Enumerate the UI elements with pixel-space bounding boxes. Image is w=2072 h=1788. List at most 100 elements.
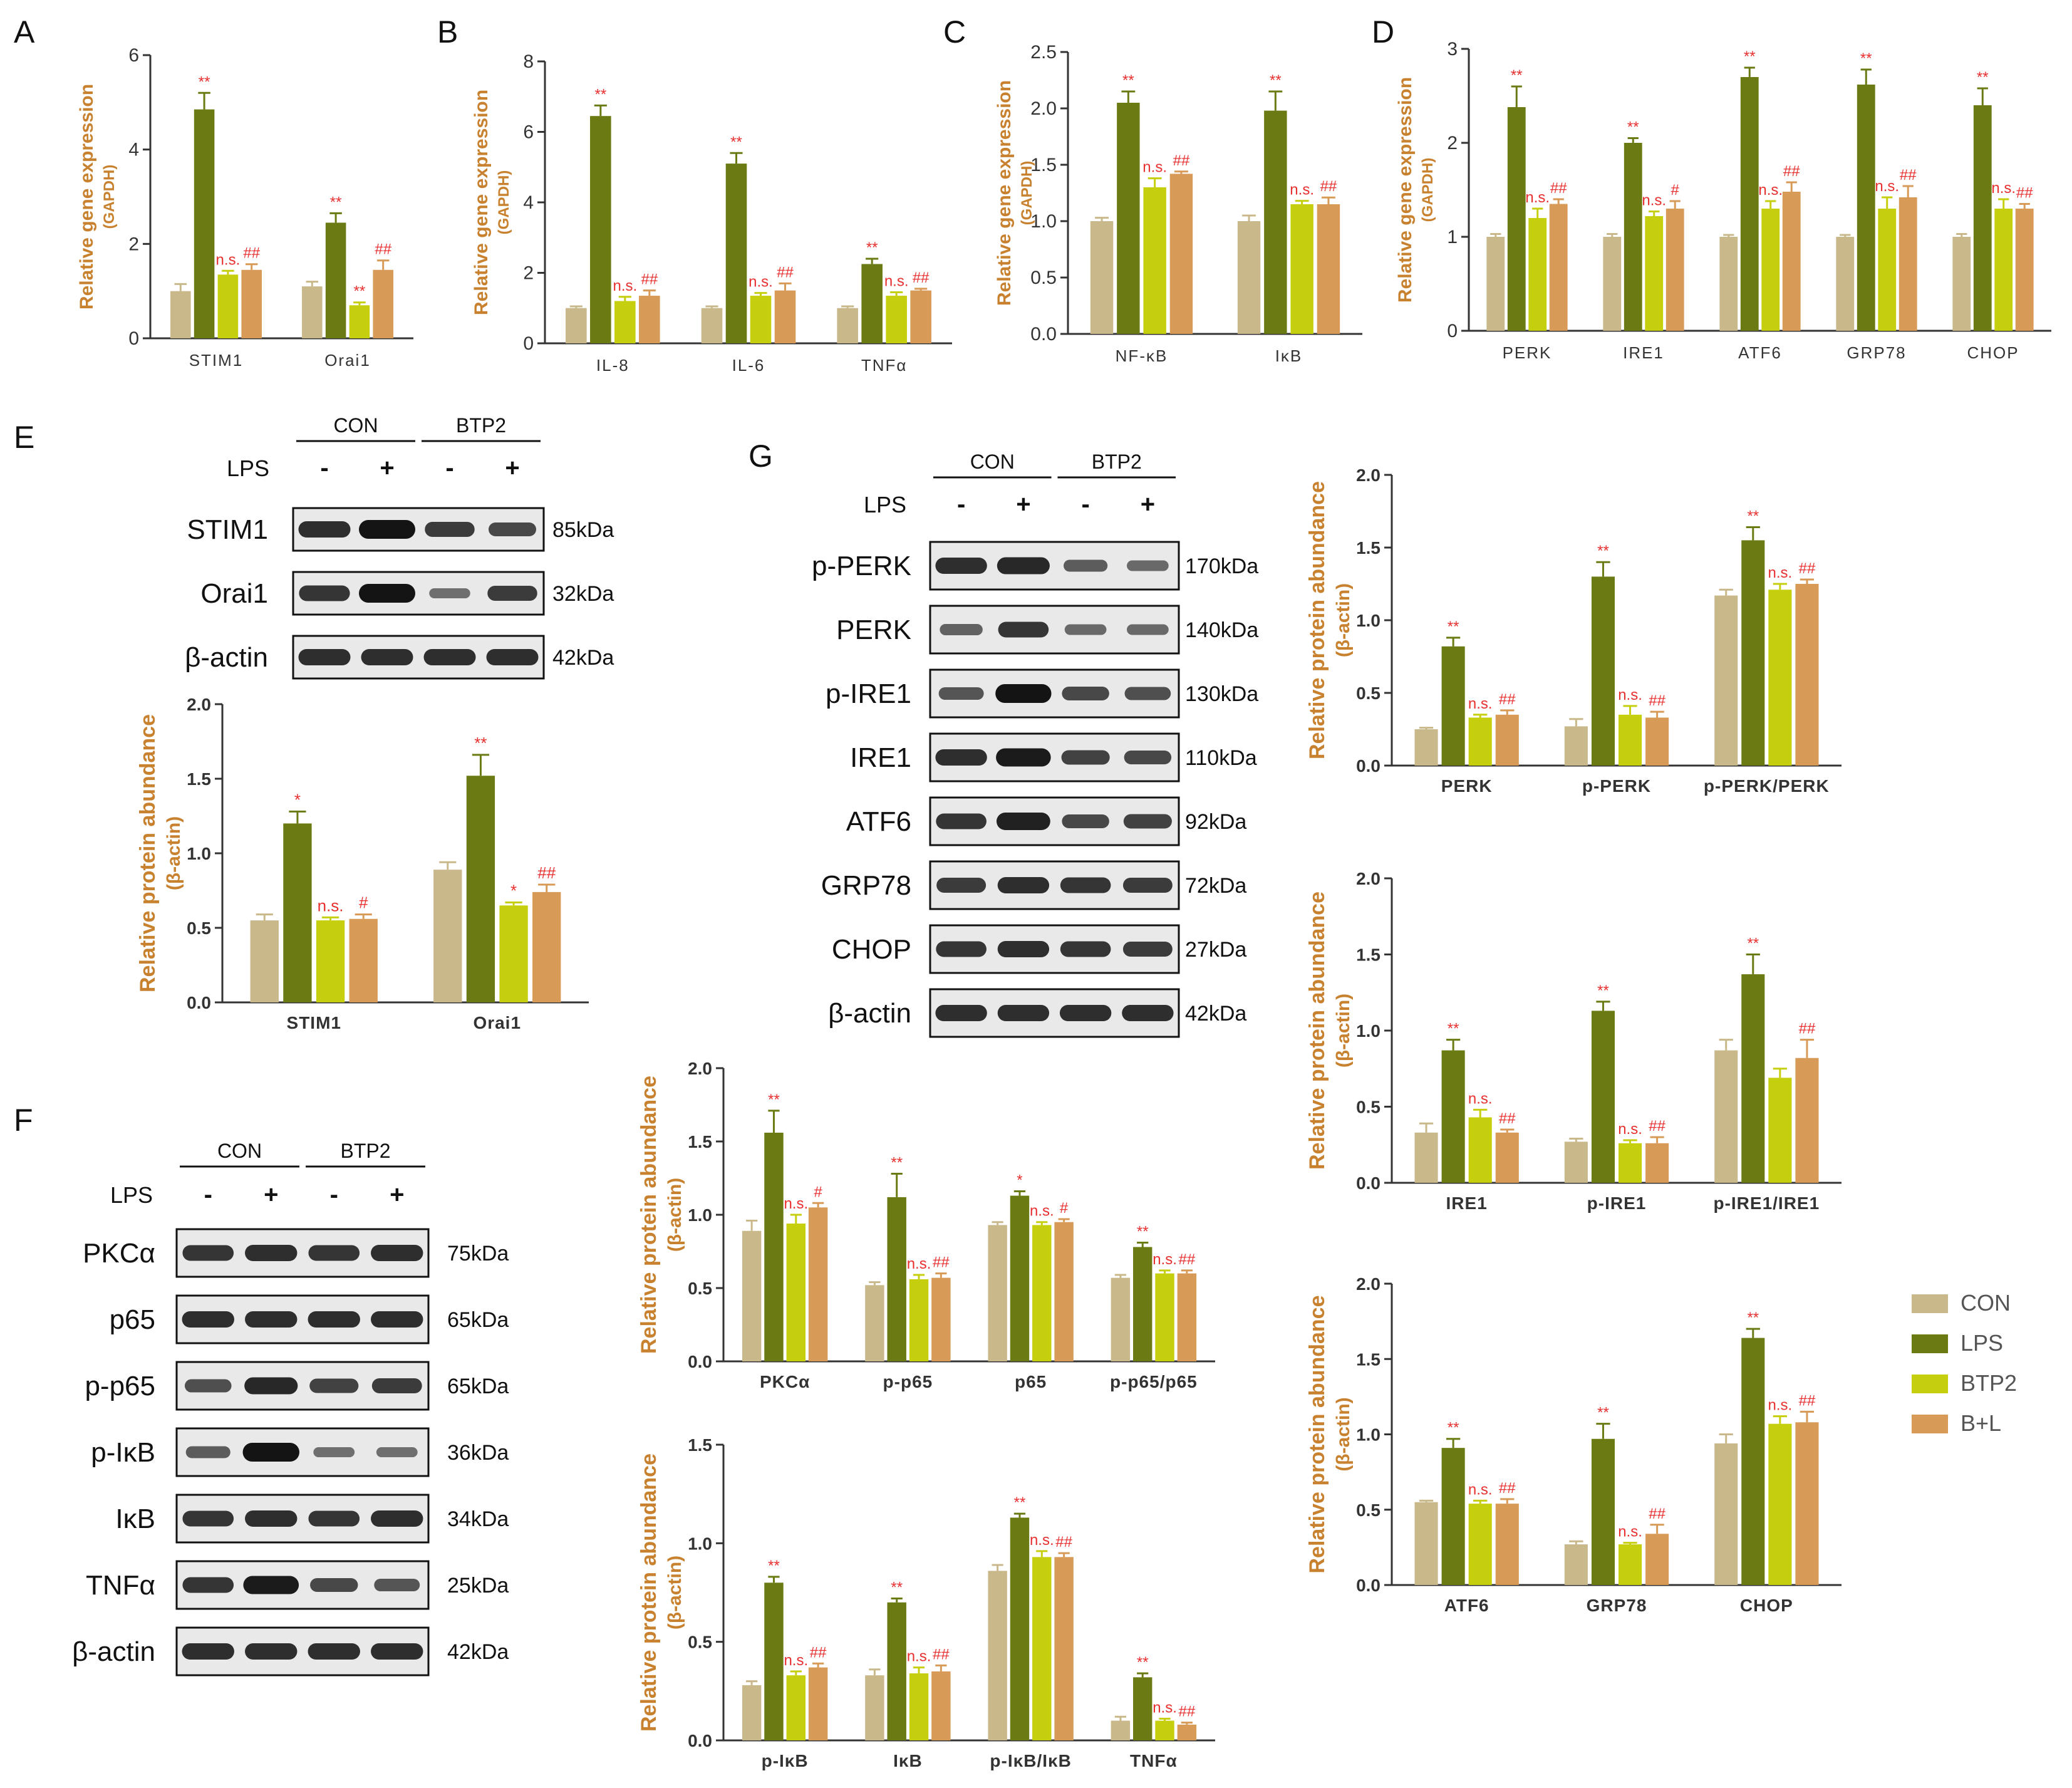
lps-sign: -	[957, 491, 965, 518]
blot-row-ire1: IRE1 110kDa	[850, 732, 1257, 782]
x-tick-label: CHOP	[1740, 1596, 1793, 1615]
significance-label: ##	[810, 1644, 827, 1661]
protein-name: IκB	[115, 1504, 155, 1534]
bar-stim1-bl	[349, 918, 378, 1002]
blot-band	[244, 1377, 298, 1395]
bar-chop-bl	[1795, 1422, 1819, 1585]
y-tick-label: 4	[523, 192, 534, 213]
bar-perk-bl	[1495, 714, 1519, 766]
x-tick-label: IRE1	[1623, 343, 1664, 362]
chart-f2: 0.0 0.5 1.0 1.5 Relative protein abundance (β…	[637, 1435, 1215, 1770]
blot-band	[1059, 1005, 1112, 1021]
y-axis-unit: (GAPDH)	[1419, 158, 1436, 222]
bar-i-b-bl	[931, 1671, 951, 1740]
bar-pkc--bl	[808, 1207, 828, 1361]
lps-sign: -	[330, 1181, 338, 1208]
blot-band	[1062, 814, 1109, 828]
chart-f1: 0.0 0.5 1.0 1.5 2.0 Relative protein abundanc…	[637, 1059, 1215, 1391]
blot-band	[940, 624, 983, 635]
legend-item-con: CON	[1912, 1290, 2011, 1316]
x-tick-label: GRP78	[1587, 1596, 1647, 1615]
bar-p-perk-perk-con	[1714, 595, 1738, 766]
protein-name: PKCα	[83, 1238, 155, 1269]
significance-label: n.s.	[1468, 1481, 1493, 1498]
molecular-weight: 85kDa	[552, 518, 614, 542]
bar-p-i-b-i-b-lps	[1010, 1517, 1030, 1740]
bar-p65-btp2	[1032, 1225, 1052, 1361]
bar-p-i-b-i-b-btp2	[1032, 1557, 1052, 1740]
bar-stim1-bl	[241, 269, 262, 338]
bar-i-b-lps	[887, 1602, 906, 1740]
significance-label: **	[1014, 1494, 1026, 1511]
blot-band	[182, 1311, 234, 1328]
y-tick-label: 0.0	[1030, 324, 1057, 345]
bar-p-p65-lps	[887, 1197, 906, 1361]
significance-label: ##	[1055, 1534, 1072, 1551]
legend-swatch	[1912, 1334, 1948, 1353]
bar-il-8-bl	[639, 296, 660, 343]
bar-tnf--con	[1111, 1720, 1131, 1740]
y-tick-label: 1.5	[688, 1132, 712, 1151]
bar-tnf--bl	[910, 290, 931, 343]
blot-band	[935, 749, 987, 766]
protein-name: p65	[110, 1304, 155, 1335]
blot-band	[371, 1510, 423, 1527]
blot-band	[182, 1577, 234, 1593]
y-tick-label: 2.0	[1356, 465, 1380, 485]
bar-perk-lps	[1441, 646, 1465, 766]
significance-label: ##	[1649, 692, 1665, 709]
significance-label: **	[1448, 1420, 1459, 1437]
bar-chop-lps	[1741, 1338, 1765, 1585]
significance-label: ##	[913, 269, 930, 286]
y-tick-label: 0.0	[1356, 1576, 1380, 1595]
blot-band	[935, 558, 987, 574]
bar-nf-b-lps	[1117, 103, 1140, 334]
x-tick-label: CHOP	[1967, 343, 2019, 362]
significance-label: #	[359, 893, 368, 912]
y-axis-label: Relative protein abundance	[1305, 891, 1329, 1170]
significance-label: n.s.	[1030, 1203, 1054, 1220]
bar-p-i-b-bl	[808, 1667, 828, 1740]
bar-atf6-btp2	[1468, 1504, 1492, 1585]
bar-p-perk-con	[1564, 726, 1588, 766]
blot-band	[486, 649, 539, 665]
significance-label: ##	[933, 1254, 950, 1271]
blot-band	[313, 1447, 355, 1457]
y-axis-label: Relative gene expression	[76, 84, 97, 309]
molecular-weight: 42kDa	[447, 1640, 509, 1664]
significance-label: n.s.	[1758, 182, 1783, 199]
x-tick-label: ATF6	[1444, 1596, 1489, 1615]
significance-label: n.s.	[1768, 564, 1793, 581]
bar-p65-con	[988, 1225, 1007, 1361]
bar-nf-b-bl	[1169, 174, 1193, 334]
molecular-weight: 25kDa	[447, 1574, 509, 1598]
bar-il-6-bl	[774, 290, 796, 343]
chart-e: 0.0 0.5 1.0 1.5 2.0 Relative protein abundanc…	[136, 695, 589, 1032]
significance-label: ##	[243, 245, 260, 262]
blot-row-perk: PERK 140kDa	[836, 605, 1258, 655]
legend-item-bl: B+L	[1912, 1410, 2001, 1436]
significance-label: n.s.	[1153, 1251, 1177, 1268]
x-tick-label: p-IRE1	[1587, 1193, 1647, 1213]
significance-label: n.s.	[1618, 1524, 1642, 1541]
group-header: BTP2	[456, 414, 506, 437]
y-tick-label: 1.5	[1356, 945, 1380, 965]
y-tick-label: 1	[1447, 227, 1458, 247]
blot-row-chop: CHOP 27kDa	[832, 924, 1246, 974]
significance-label: ##	[1799, 1392, 1816, 1409]
blot-band	[359, 584, 415, 603]
x-tick-label: p-IκB	[762, 1751, 809, 1770]
panel-letter: E	[14, 420, 34, 455]
bar-p-perk-perk-lps	[1741, 540, 1765, 766]
bar-orai1-con	[302, 286, 323, 338]
y-tick-label: 0.5	[1030, 268, 1057, 288]
molecular-weight: 65kDa	[447, 1375, 509, 1398]
significance-label: **	[891, 1579, 903, 1596]
bar-pkc--lps	[764, 1132, 784, 1361]
molecular-weight: 36kDa	[447, 1441, 509, 1465]
blot-band	[245, 1311, 298, 1328]
blot-band	[996, 748, 1051, 767]
bar-i-b-con	[1237, 221, 1261, 334]
x-tick-label: Orai1	[473, 1013, 521, 1032]
bar-chop-lps	[1973, 105, 1992, 331]
